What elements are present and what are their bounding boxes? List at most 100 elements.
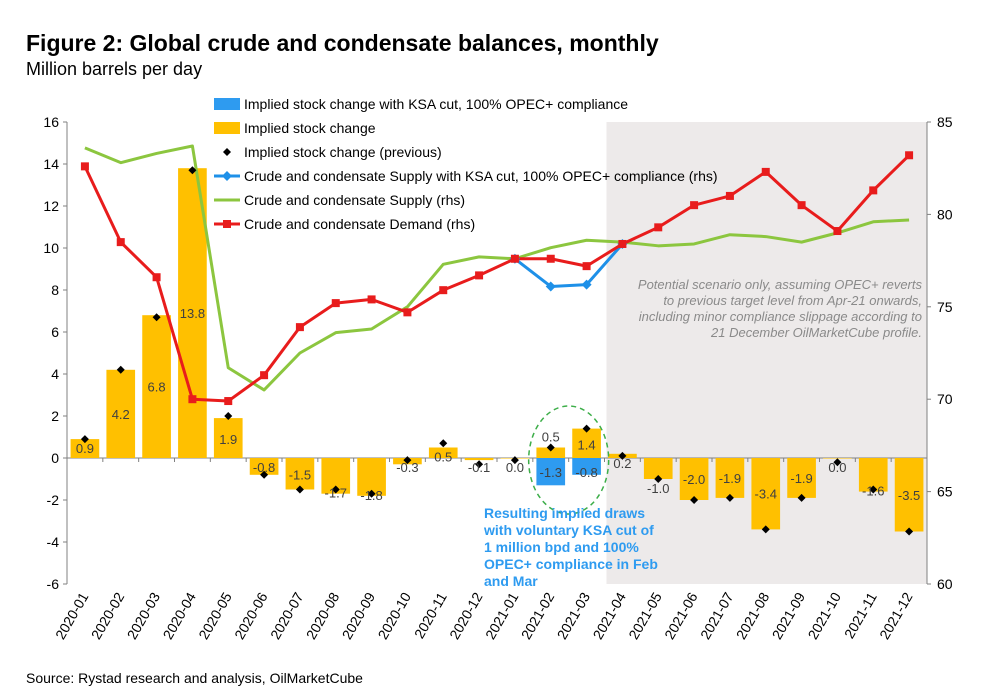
demand-marker [403, 308, 412, 317]
previous-stock-marker [582, 424, 591, 433]
legend-marker [222, 171, 232, 181]
stock-change-bar [715, 458, 745, 498]
demand-marker [152, 273, 161, 282]
previous-stock-marker [152, 313, 161, 322]
demand-marker [654, 223, 663, 232]
stock-change-bar [787, 458, 816, 498]
y-tick-label: 14 [43, 156, 59, 172]
demand-marker [797, 201, 806, 210]
stock-change-bar [464, 458, 494, 461]
demand-marker [510, 254, 519, 263]
stock-change-label: -1.9 [790, 471, 812, 486]
stock-change-label: 0.0 [828, 460, 846, 475]
chart-title: Figure 2: Global crude and condensate ba… [26, 30, 659, 56]
ksa-stock-change-label: -1.3 [540, 465, 562, 480]
y2-tick-label: 60 [937, 576, 953, 592]
scenario-note-line: Potential scenario only, assuming OPEC+ … [638, 277, 923, 292]
stock-change-label: -1.9 [719, 471, 741, 486]
demand-marker [761, 167, 770, 176]
demand-marker [188, 395, 197, 404]
previous-stock-marker [869, 485, 878, 494]
x-tick-label: 2021-12 [876, 589, 916, 642]
stock-change-bar [572, 428, 601, 458]
legend-label: Crude and condensate Demand (rhs) [244, 216, 475, 232]
demand-marker [905, 151, 914, 160]
legend-item: Implied stock change [214, 120, 376, 136]
stock-change-bar [249, 458, 279, 475]
ksa-stock-change-label: -0.8 [575, 465, 597, 480]
y-tick-label: 2 [51, 408, 59, 424]
y-tick-label: 16 [43, 114, 59, 130]
supply-line [84, 144, 910, 392]
demand-marker [80, 162, 89, 171]
previous-stock-marker [761, 525, 770, 534]
legend-label: Implied stock change [244, 120, 376, 136]
y-tick-label: 12 [43, 198, 59, 214]
supply-ksa-line [513, 242, 624, 288]
stock-change-label: 1.9 [219, 432, 237, 447]
y-tick-label: -6 [47, 576, 60, 592]
stock-change-label: 0.2 [613, 456, 631, 471]
previous-stock-marker [546, 443, 555, 452]
x-tick-label: 2021-09 [769, 589, 809, 642]
legend-item: Crude and condensate Supply with KSA cut… [214, 168, 718, 184]
stock-change-label: 0.9 [76, 441, 94, 456]
demand-marker [725, 191, 734, 200]
stock-change-bar [178, 168, 207, 458]
stock-change-label: -2.0 [683, 472, 705, 487]
stock-change-label: -1.0 [647, 481, 669, 496]
previous-stock-marker [797, 493, 806, 502]
legend-label: Implied stock change with KSA cut, 100% … [244, 96, 628, 112]
previous-stock-marker [618, 451, 627, 460]
stock-change-label: -3.5 [898, 488, 920, 503]
stock-change-bar [106, 369, 136, 458]
stock-change-label: 6.8 [148, 380, 166, 395]
demand-marker [833, 227, 842, 236]
y2-tick-label: 75 [937, 299, 953, 315]
stock-change-label: -1.7 [325, 486, 347, 501]
stock-change-bar [428, 447, 458, 458]
demand-marker [582, 262, 591, 271]
x-tick-label: 2020-04 [159, 589, 199, 642]
y-tick-label: -4 [47, 534, 60, 550]
supply-ksa-marker [581, 279, 592, 290]
demand-marker [295, 323, 304, 332]
stock-change-label: 0.5 [434, 450, 452, 465]
x-tick-label: 2021-03 [554, 589, 594, 642]
stock-change-bar [70, 439, 100, 458]
callout-line: and Mar [484, 573, 538, 589]
stock-change-label: -3.4 [755, 487, 777, 502]
stock-change-label: 1.4 [578, 437, 596, 452]
ksa-stock-change-bar [536, 458, 566, 486]
previous-stock-marker [116, 365, 125, 374]
demand-marker [475, 271, 484, 280]
demand-marker [367, 295, 376, 304]
stock-change-bar [213, 418, 243, 458]
previous-stock-marker [331, 485, 340, 494]
callout-line: Resulting implied draws [484, 505, 645, 521]
callout-line: with voluntary KSA cut of [483, 522, 654, 538]
x-tick-label: 2020-12 [446, 589, 486, 642]
legend-item: Crude and condensate Supply (rhs) [214, 192, 465, 208]
x-tick-label: 2021-04 [589, 589, 629, 642]
x-tick-label: 2020-01 [52, 589, 92, 642]
stock-change-label: 0.5 [542, 430, 560, 445]
legend-label: Crude and condensate Supply with KSA cut… [244, 168, 718, 184]
x-tick-label: 2021-08 [733, 589, 773, 642]
x-tick-label: 2020-02 [88, 589, 128, 642]
stock-change-bar [894, 458, 924, 532]
demand-marker [869, 186, 878, 195]
stock-change-bar [751, 458, 781, 530]
previous-stock-marker [690, 496, 699, 504]
stock-change-bar [679, 458, 709, 500]
legend-item: Implied stock change (previous) [223, 144, 442, 160]
demand-marker [116, 238, 125, 247]
previous-stock-marker [654, 475, 663, 483]
scenario-note-line: including minor compliance slippage acco… [639, 309, 922, 324]
stock-change-bar [536, 447, 566, 458]
demand-marker [690, 201, 699, 210]
x-tick-label: 2021-01 [482, 589, 522, 642]
demand-line [83, 154, 911, 403]
x-tick-label: 2020-08 [303, 589, 343, 642]
y2-tick-label: 80 [937, 206, 953, 222]
